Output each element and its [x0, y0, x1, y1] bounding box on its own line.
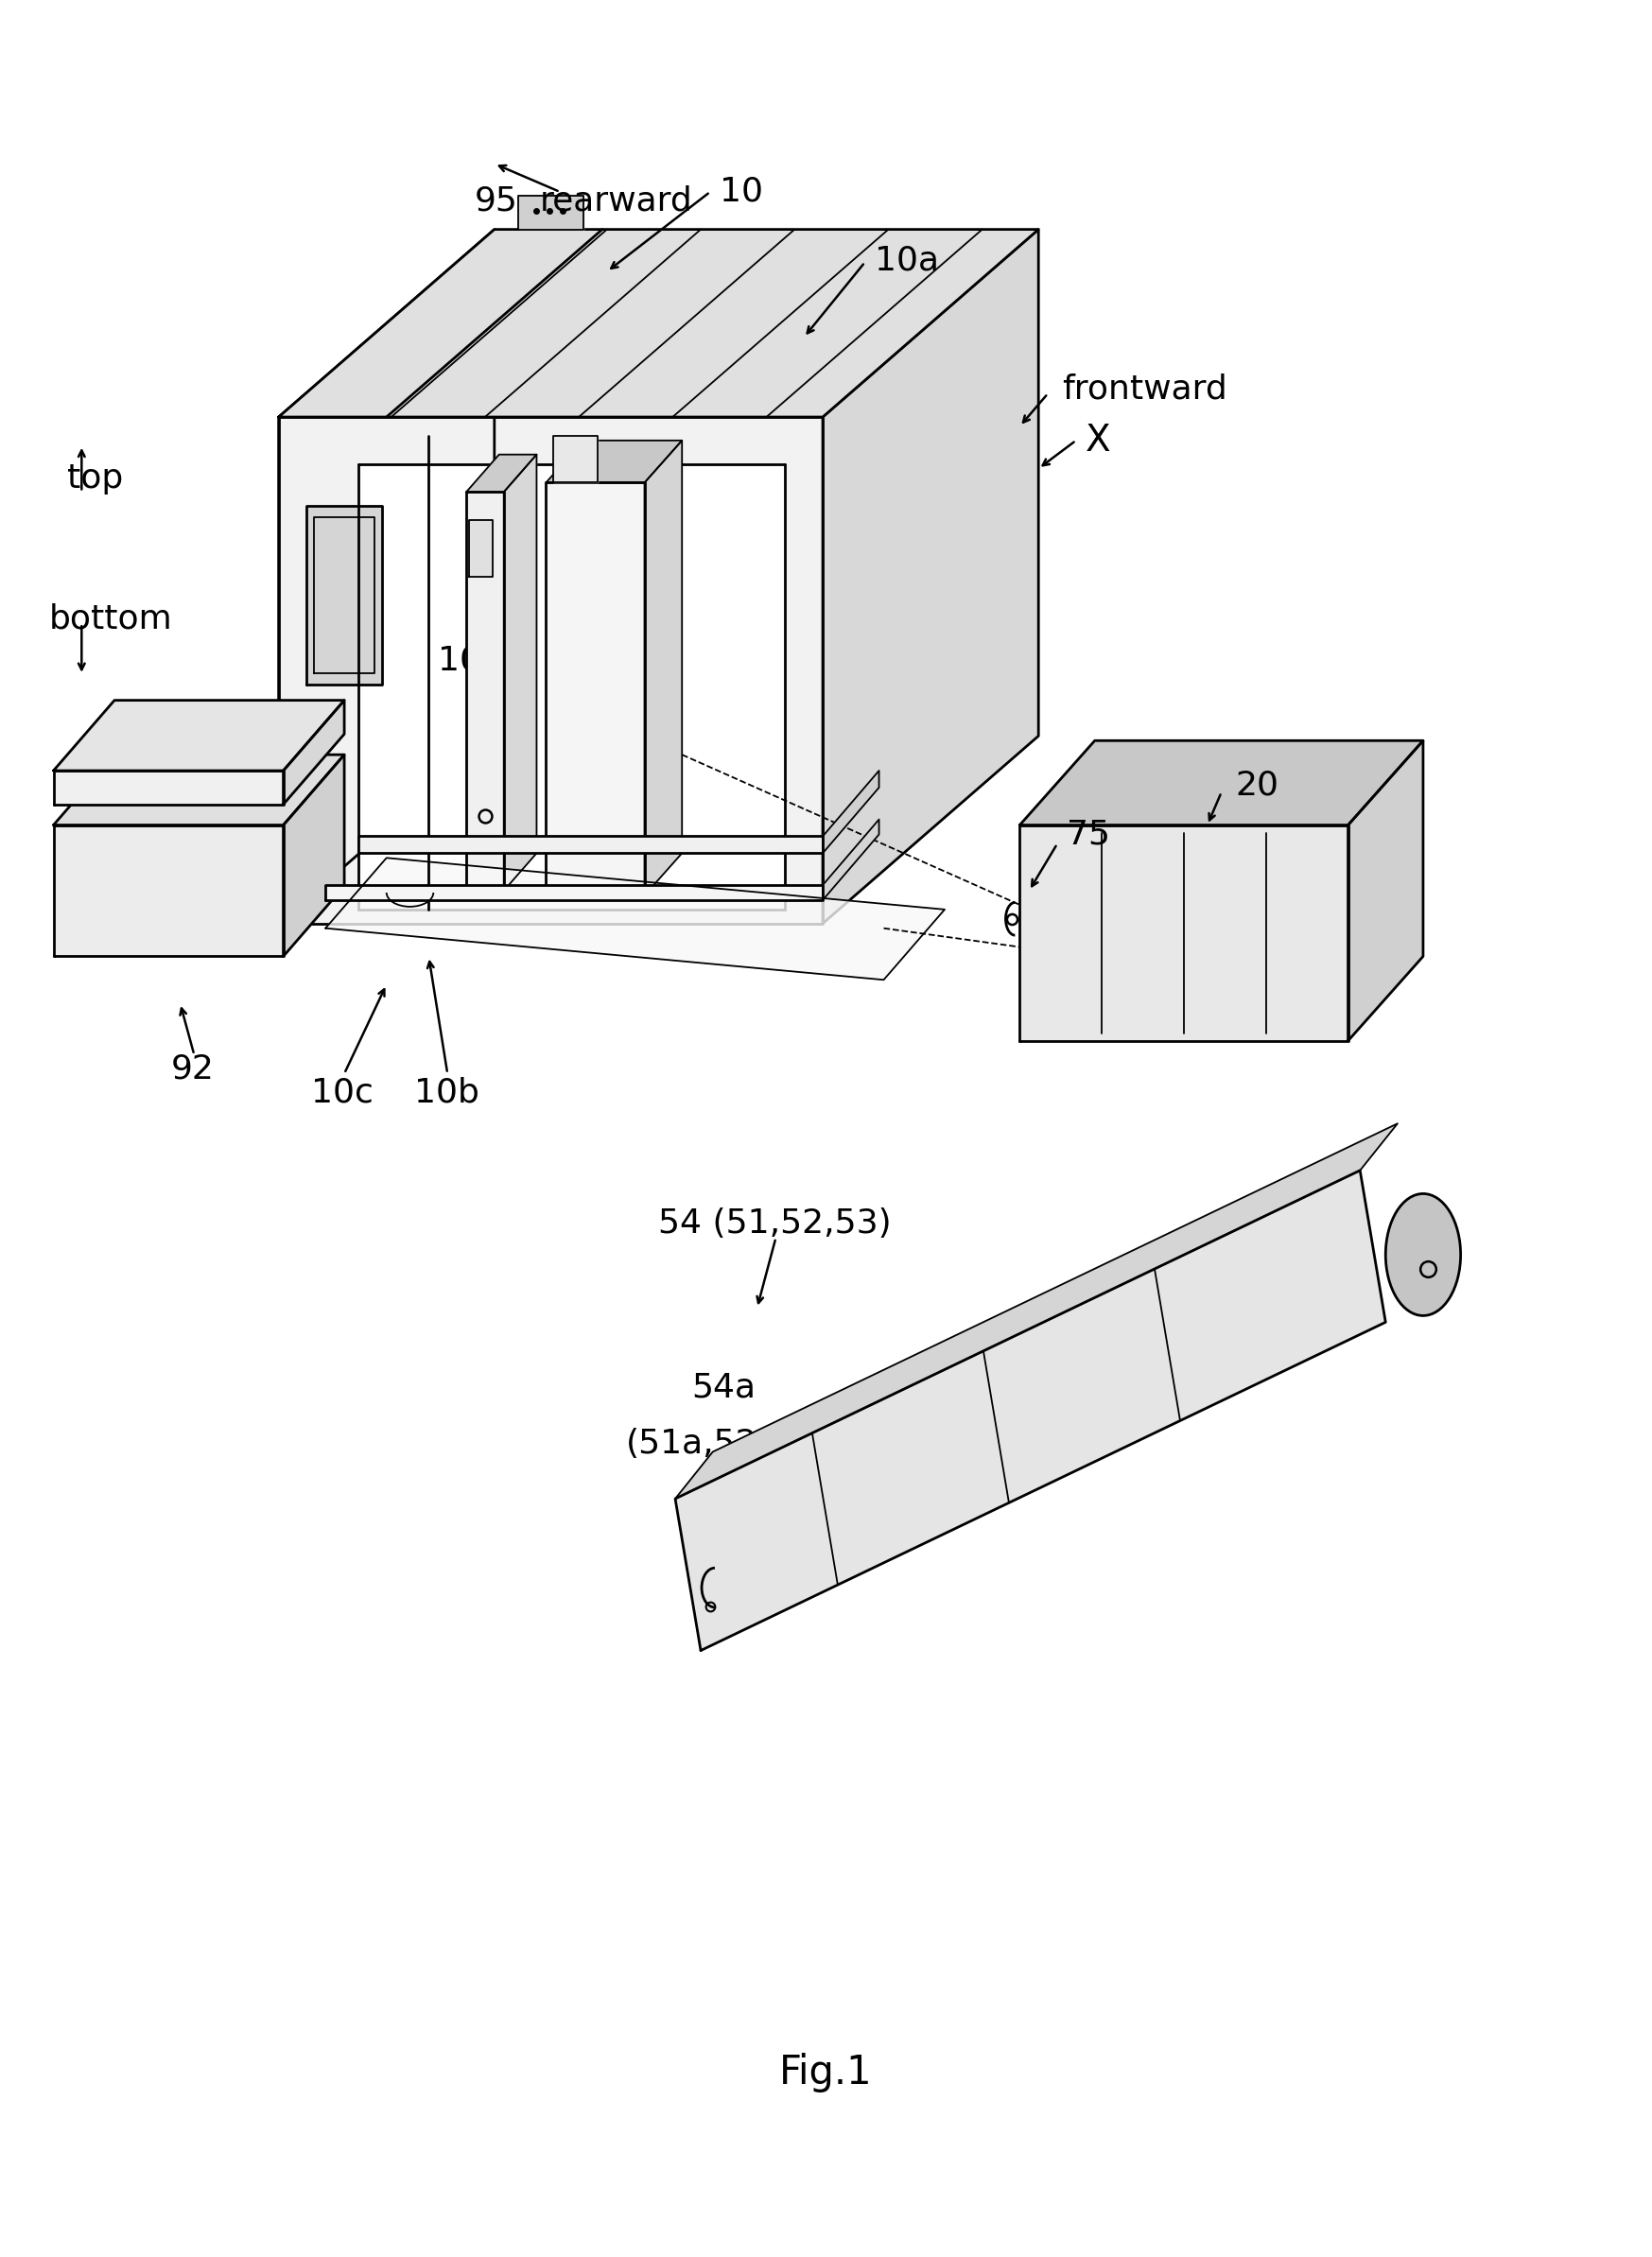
Polygon shape	[279, 230, 494, 923]
Polygon shape	[823, 770, 879, 853]
Text: 54 (51,52,53): 54 (51,52,53)	[659, 1207, 892, 1239]
Polygon shape	[53, 826, 282, 957]
Text: 75: 75	[1067, 819, 1110, 851]
Text: rearward: rearward	[540, 185, 692, 217]
Polygon shape	[545, 483, 644, 896]
Text: 10d: 10d	[586, 659, 651, 691]
Polygon shape	[279, 230, 1039, 418]
Ellipse shape	[1386, 1194, 1460, 1316]
Polygon shape	[644, 440, 682, 896]
Polygon shape	[676, 1124, 1398, 1499]
Polygon shape	[53, 754, 344, 826]
Polygon shape	[545, 440, 682, 483]
Text: X: X	[1085, 422, 1110, 458]
Polygon shape	[676, 1171, 1386, 1650]
Polygon shape	[325, 885, 823, 901]
Text: bottom: bottom	[50, 603, 172, 634]
Polygon shape	[53, 700, 344, 770]
Polygon shape	[307, 506, 382, 684]
Polygon shape	[553, 436, 598, 483]
Text: 10: 10	[720, 176, 763, 208]
Polygon shape	[282, 754, 344, 957]
Text: top: top	[68, 463, 124, 494]
Polygon shape	[466, 454, 537, 492]
Text: Fig.1: Fig.1	[778, 2054, 872, 2092]
Polygon shape	[1019, 740, 1422, 826]
Polygon shape	[358, 465, 785, 910]
Polygon shape	[325, 858, 945, 980]
Text: 10c: 10c	[312, 1077, 373, 1108]
Polygon shape	[358, 837, 823, 853]
Polygon shape	[469, 519, 492, 576]
Polygon shape	[1019, 826, 1348, 1040]
Text: 54a: 54a	[692, 1372, 755, 1404]
Text: 92: 92	[170, 1052, 215, 1086]
Polygon shape	[823, 230, 1039, 923]
Text: frontward: frontward	[1062, 372, 1227, 404]
Polygon shape	[279, 418, 823, 923]
Text: 10a: 10a	[874, 244, 938, 275]
Polygon shape	[517, 196, 583, 230]
Text: 10b: 10b	[415, 1077, 479, 1108]
Polygon shape	[53, 770, 282, 803]
Text: 10e: 10e	[438, 646, 502, 677]
Polygon shape	[466, 492, 504, 892]
Text: 20: 20	[1236, 770, 1279, 801]
Polygon shape	[504, 454, 537, 892]
Polygon shape	[823, 819, 879, 901]
Polygon shape	[282, 700, 344, 803]
Polygon shape	[1348, 740, 1422, 1040]
Text: 95: 95	[474, 185, 517, 217]
Text: (51a,52a,53a): (51a,52a,53a)	[626, 1429, 867, 1460]
